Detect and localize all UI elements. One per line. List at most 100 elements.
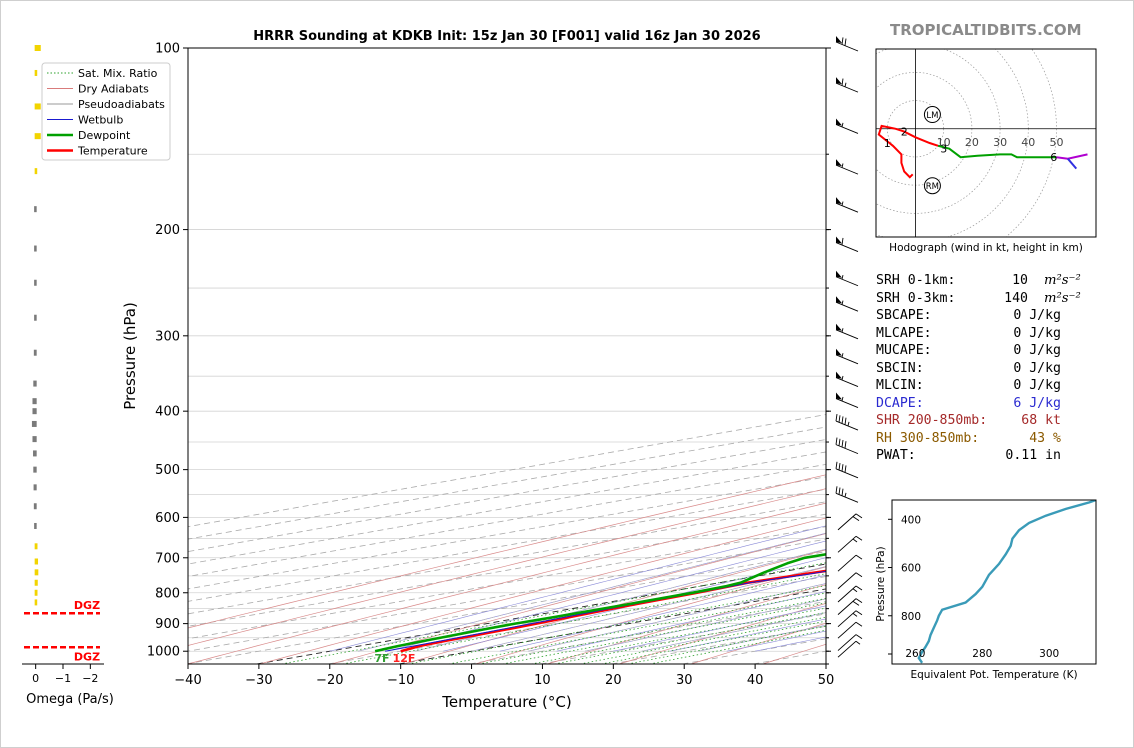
x-tick-label: 40 (747, 673, 764, 688)
omega-bar (34, 558, 39, 565)
isotherm-line (188, 526, 826, 640)
legend-entry-label: Sat. Mix. Ratio (78, 67, 158, 80)
stat-label: MLCAPE: (876, 325, 932, 341)
mixing-ratio-line (448, 592, 826, 664)
wind-barb (835, 118, 859, 134)
y-tick-label: 700 (155, 551, 180, 566)
omega-bar (34, 579, 38, 586)
pseudoadiabat-line (414, 548, 826, 652)
x-tick-label: −40 (174, 673, 201, 688)
dgz-label: DGZ (74, 650, 100, 663)
storm-motion-marker (923, 106, 941, 124)
stat-value: 68 kt (1021, 413, 1061, 428)
wetbulb-line (443, 557, 826, 652)
mixing-ratio-line (281, 562, 826, 664)
stat-label: MUCAPE: (876, 343, 932, 358)
dry-adiabat-line (403, 549, 826, 664)
wind-barb (835, 159, 859, 175)
y-tick-label: 600 (155, 511, 180, 526)
x-tick-label: 50 (818, 673, 835, 688)
omega-bar (34, 279, 37, 286)
isotherm-line (188, 476, 826, 590)
isotherm-line (188, 513, 826, 627)
stat-value: 43 % (1029, 430, 1061, 446)
x-tick-label: 20 (605, 673, 622, 688)
stat-label: PWAT: (876, 448, 916, 463)
stat-unit: m²s⁻² (1044, 290, 1081, 306)
omega-bar (32, 398, 37, 405)
surface-dewpoint-label: 7F (374, 652, 389, 665)
y-tick-label: 500 (155, 463, 180, 478)
mixing-ratio-line (601, 620, 826, 664)
wetbulb-line (358, 532, 826, 652)
y-tick-label: 400 (155, 405, 180, 420)
stat-row: PWAT: 0.11 in (876, 447, 1061, 465)
omega-bar (34, 69, 38, 76)
stat-value: 0 J/kg (1013, 360, 1061, 376)
omega-bar (33, 450, 37, 457)
wind-barb (835, 77, 859, 93)
wind-barb (837, 535, 863, 553)
thetae-line (917, 500, 1096, 664)
stat-label: SHR 200-850mb: (876, 413, 988, 428)
wind-barb (835, 392, 859, 408)
x-tick-label: −20 (316, 673, 343, 688)
omega-bar (32, 436, 37, 443)
hodograph-ring-label: 20 (965, 136, 979, 149)
mixing-ratio-line (649, 629, 826, 664)
stat-label: SRH 0-1km: (876, 273, 956, 288)
legend-entry-label: Dewpoint (78, 129, 131, 142)
wetbulb-line (499, 574, 826, 652)
skewt-plot-area (188, 48, 1134, 664)
thetae-y-tick-label: 800 (901, 611, 921, 623)
site-brand: TROPICALTIDBITS.COM (890, 21, 1082, 39)
profile-dewpoint-line (374, 553, 826, 653)
stat-value: 0.11 in (1005, 448, 1061, 463)
legend-box (41, 62, 171, 161)
stat-row: SHR 200-850mb: 68 kt (876, 412, 1061, 430)
y-tick-label: 100 (155, 42, 180, 57)
skewt-axes-frame (187, 47, 827, 665)
dry-adiabat-line (188, 502, 826, 664)
isotherm-line (188, 551, 826, 664)
y-tick-label: 300 (155, 329, 180, 344)
wind-barb (837, 610, 863, 628)
omega-bar (33, 466, 37, 473)
y-tick-label: 900 (155, 617, 180, 632)
wind-barb (835, 437, 859, 455)
wind-barb (837, 513, 863, 531)
omega-axis-label: Omega (Pa/s) (26, 692, 114, 707)
stat-value: 0 J/kg (1013, 325, 1061, 341)
isotherm-line (188, 463, 826, 577)
omega-bar (33, 380, 37, 387)
dry-adiabat-line (259, 517, 826, 664)
wind-barb (837, 572, 863, 590)
stat-row: MUCAPE: 0 J/kg (876, 342, 1061, 360)
thetae-x-axis-label: Equivalent Pot. Temperature (K) (910, 669, 1077, 681)
stat-row: SBCAPE: 0 J/kg (876, 307, 1061, 325)
mixing-ratio-line (531, 607, 826, 664)
wind-barb (835, 270, 859, 287)
y-tick-label: 200 (155, 223, 180, 238)
thetae-y-tick-label: 600 (901, 563, 921, 575)
omega-bar (34, 45, 41, 51)
wind-barb (835, 486, 859, 503)
stat-label: SBCAPE: (876, 308, 932, 323)
dry-adiabat-line (1122, 48, 1134, 664)
omega-bar (33, 484, 37, 491)
dry-adiabat-line (618, 603, 826, 664)
stat-value: 10 (1012, 273, 1028, 288)
stat-row: RH 300-850mb: 43 % (876, 430, 1061, 448)
stat-label: MLCIN: (876, 378, 924, 393)
y-tick-label: 800 (155, 586, 180, 601)
omega-bar (33, 349, 37, 356)
pseudoadiabat-line (584, 598, 826, 652)
stat-label: DCAPE: (876, 395, 924, 411)
skewt-legend: Sat. Mix. Ratio Dry Adiabats Pseudoadiabat… (41, 62, 171, 161)
wind-barb (835, 197, 859, 213)
wind-barb (835, 348, 859, 365)
wind-barb (835, 323, 859, 340)
dry-adiabat-line (188, 474, 826, 629)
x-tick-label: 10 (534, 673, 551, 688)
